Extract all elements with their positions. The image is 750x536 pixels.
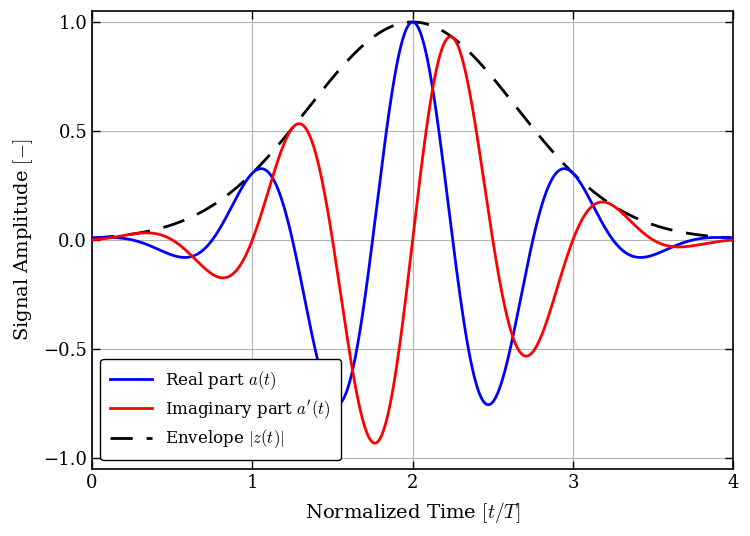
- Envelope $|z(t)|$: [729, 235, 738, 241]
- Real part $a(t)$: [597, 219, 606, 225]
- Imaginary part $a'(t)$: [370, 440, 380, 446]
- Y-axis label: Signal Amplitude $[-]$: Signal Amplitude $[-]$: [11, 139, 35, 341]
- Envelope $|z(t)|$: [88, 235, 97, 241]
- Envelope $|z(t)|$: [120, 232, 129, 239]
- Envelope $|z(t)|$: [320, 85, 328, 91]
- Real part $a(t)$: [120, 235, 129, 242]
- Imaginary part $a'(t)$: [495, 277, 504, 284]
- Real part $a(t)$: [408, 19, 417, 25]
- Legend: Real part $a(t)$, Imaginary part $a'(t)$, Envelope $|z(t)|$: Real part $a(t)$, Imaginary part $a'(t)$…: [100, 359, 341, 460]
- Real part $a(t)$: [729, 235, 738, 241]
- Imaginary part $a'(t)$: [597, 199, 606, 205]
- Imaginary part $a'(t)$: [563, 252, 572, 258]
- Line: Real part $a(t)$: Real part $a(t)$: [92, 22, 734, 405]
- Imaginary part $a'(t)$: [120, 232, 129, 239]
- Envelope $|z(t)|$: [563, 165, 572, 171]
- Imaginary part $a'(t)$: [446, 33, 455, 40]
- Envelope $|z(t)|$: [495, 83, 504, 89]
- Real part $a(t)$: [320, 381, 328, 387]
- Imaginary part $a'(t)$: [467, 100, 476, 106]
- Imaginary part $a'(t)$: [320, 188, 328, 195]
- Envelope $|z(t)|$: [467, 51, 476, 57]
- Real part $a(t)$: [467, 362, 476, 368]
- Imaginary part $a'(t)$: [729, 237, 738, 243]
- Imaginary part $a'(t)$: [88, 237, 97, 243]
- Line: Envelope $|z(t)|$: Envelope $|z(t)|$: [92, 22, 734, 238]
- Real part $a(t)$: [563, 166, 572, 173]
- Envelope $|z(t)|$: [408, 19, 417, 25]
- Real part $a(t)$: [88, 235, 97, 241]
- X-axis label: Normalized Time $[t/T]$: Normalized Time $[t/T]$: [305, 500, 520, 525]
- Real part $a(t)$: [495, 385, 504, 392]
- Line: Imaginary part $a'(t)$: Imaginary part $a'(t)$: [92, 36, 734, 443]
- Real part $a(t)$: [332, 401, 341, 408]
- Envelope $|z(t)|$: [597, 195, 606, 201]
